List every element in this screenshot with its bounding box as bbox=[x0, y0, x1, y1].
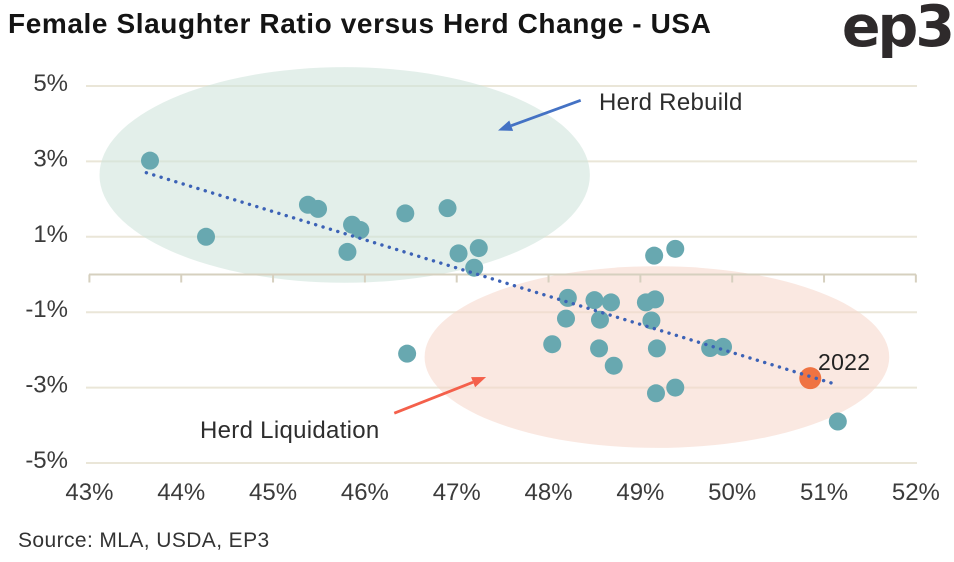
source-note: Source: MLA, USDA, EP3 bbox=[18, 529, 270, 552]
x-axis-tick-label: 51% bbox=[800, 479, 848, 506]
data-point bbox=[556, 309, 575, 328]
x-axis-tick-label: 43% bbox=[65, 479, 113, 506]
data-point bbox=[642, 311, 661, 330]
data-point bbox=[585, 291, 604, 310]
data-point bbox=[590, 339, 609, 358]
herd-rebuild-arrow-line bbox=[510, 99, 582, 128]
x-axis-tick-label: 49% bbox=[616, 479, 664, 506]
herd-liquidation-label: Herd Liquidation bbox=[200, 417, 380, 444]
y-axis-tick-label: 1% bbox=[33, 221, 68, 248]
data-point bbox=[338, 242, 357, 261]
data-point bbox=[396, 204, 415, 223]
x-axis-tick-label: 45% bbox=[249, 479, 297, 506]
herd-rebuild-label: Herd Rebuild bbox=[599, 89, 743, 116]
herd-liquidation-arrow-line bbox=[393, 380, 474, 415]
data-point bbox=[351, 221, 370, 240]
data-point bbox=[828, 412, 847, 431]
data-point bbox=[647, 339, 666, 358]
data-point bbox=[543, 335, 562, 354]
data-point bbox=[197, 227, 216, 246]
x-axis-tick-label: 48% bbox=[525, 479, 573, 506]
data-point bbox=[666, 239, 685, 258]
data-point bbox=[645, 246, 664, 265]
data-point bbox=[590, 310, 609, 329]
data-point bbox=[601, 293, 620, 312]
page-title: Female Slaughter Ratio versus Herd Chang… bbox=[8, 8, 712, 39]
highlight-point-2022 bbox=[799, 367, 822, 390]
y-axis-tick-label: 5% bbox=[33, 70, 68, 97]
data-point bbox=[666, 378, 685, 397]
x-axis-tick-label: 44% bbox=[157, 479, 205, 506]
data-point bbox=[438, 199, 457, 218]
data-point bbox=[469, 239, 488, 258]
highlight-year-label: 2022 bbox=[818, 349, 871, 375]
y-axis-tick-label: -3% bbox=[25, 372, 68, 399]
trend-line bbox=[144, 171, 840, 387]
y-axis-tick-label: -1% bbox=[25, 296, 68, 323]
y-axis-tick-label: -5% bbox=[25, 447, 68, 474]
herd-rebuild-region bbox=[99, 67, 590, 283]
data-point bbox=[309, 199, 328, 218]
data-point bbox=[646, 290, 665, 309]
data-point bbox=[604, 356, 623, 375]
herd-liquidation-arrow-head bbox=[471, 377, 487, 388]
data-point bbox=[141, 151, 160, 170]
data-point bbox=[465, 258, 484, 277]
x-axis-tick-label: 46% bbox=[341, 479, 389, 506]
x-axis-tick-label: 52% bbox=[892, 479, 940, 506]
data-point bbox=[398, 344, 417, 363]
ep3-logo: ep3 bbox=[841, 0, 954, 60]
y-axis-tick-label: 3% bbox=[33, 145, 68, 172]
data-point bbox=[449, 244, 468, 263]
x-axis-tick-label: 50% bbox=[708, 479, 756, 506]
herd-rebuild-arrow-head bbox=[498, 120, 514, 131]
data-point bbox=[714, 337, 733, 356]
x-axis-tick-label: 47% bbox=[433, 479, 481, 506]
data-point bbox=[646, 384, 665, 403]
